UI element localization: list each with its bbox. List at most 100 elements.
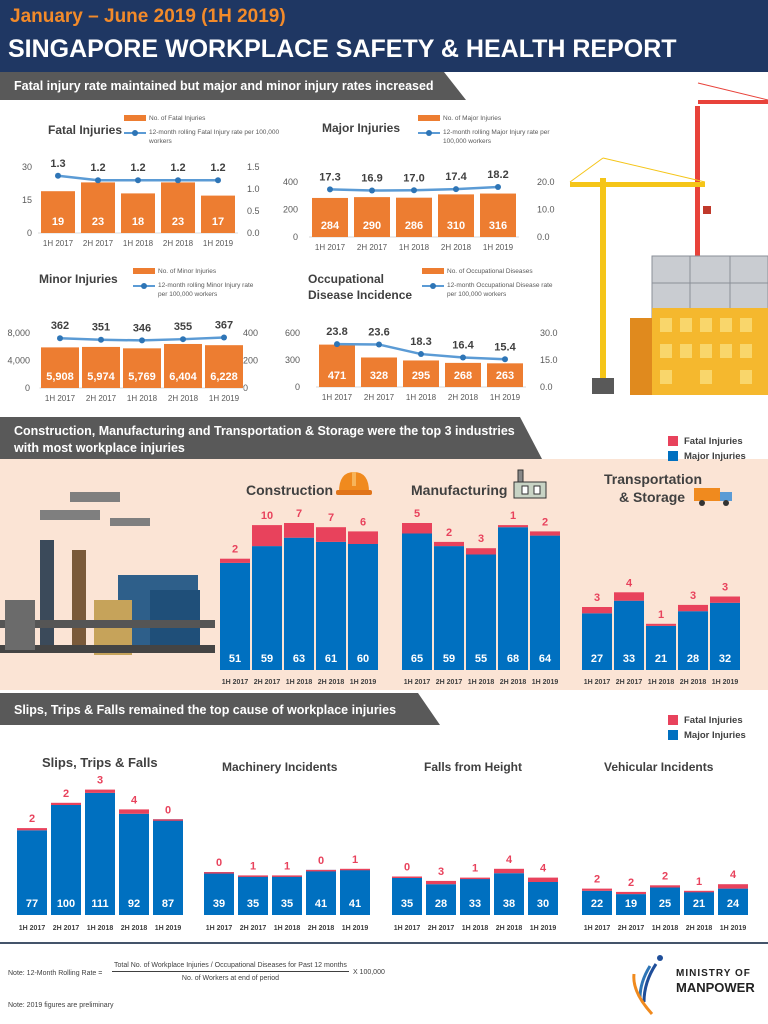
- x-axis-tick-label: 1H 2018: [127, 394, 158, 403]
- x-axis-tick-label: 2H 2017: [364, 393, 395, 402]
- bar-value-label: 17: [212, 216, 224, 228]
- bar-value-label: 5,769: [128, 371, 156, 383]
- x-axis-tick-label: 1H 2019: [342, 925, 369, 932]
- x-axis-tick-label: 2H 2018: [308, 925, 335, 932]
- y-axis-tick-label: 400: [283, 177, 298, 187]
- x-axis-tick-label: 1H 2017: [19, 925, 46, 932]
- rate-point: [502, 356, 508, 363]
- legend-label-major: Major Injuries: [684, 730, 746, 741]
- major-injuries-bar: [460, 878, 490, 915]
- fatal-value-label: 4: [730, 869, 737, 881]
- x-axis-tick-label: 1H 2018: [406, 393, 437, 402]
- major-injuries-bar: [494, 873, 524, 915]
- x-axis-tick-label: 2H 2018: [441, 243, 472, 252]
- bar-value-label: 471: [328, 370, 346, 382]
- bar: [121, 193, 155, 233]
- x-axis-tick-label: 2H 2017: [86, 394, 117, 403]
- rate-point: [95, 177, 101, 184]
- fatal-value-label: 2: [628, 877, 634, 889]
- chart-title-major: Major Injuries: [322, 121, 401, 135]
- major-value-label: 30: [537, 898, 549, 910]
- x-axis-tick-label: 2H 2018: [121, 925, 148, 932]
- rate-note-label: Note: 12-Month Rolling Rate =: [8, 970, 103, 977]
- fatal-injuries-bar: [616, 891, 646, 895]
- rate-value-label: 362: [51, 320, 69, 332]
- rate-value-label: 17.0: [403, 172, 424, 184]
- bar: [201, 195, 235, 233]
- bar-value-label: 290: [363, 220, 381, 232]
- x-axis-tick-label: 1H 2018: [274, 925, 301, 932]
- chart-title-occupational: Occupational Disease Incidence: [308, 272, 413, 303]
- x-axis-tick-label: 1H 2017: [322, 393, 353, 402]
- fatal-value-label: 3: [438, 866, 444, 878]
- bar: [487, 363, 523, 387]
- rate-value-label: 18.2: [487, 169, 508, 181]
- major-injuries-bar: [238, 876, 268, 915]
- major-value-label: 77: [26, 898, 38, 910]
- y-axis-tick-label: 15: [22, 195, 32, 205]
- x-axis-tick-label: 1H 2019: [203, 239, 234, 248]
- y-axis-tick-label: 200: [283, 205, 298, 215]
- rate-point: [57, 335, 63, 342]
- rate-value-label: 346: [133, 322, 151, 334]
- hard-hat-icon: [336, 472, 372, 495]
- chart-title-transport: Transportation & Storage: [604, 471, 703, 506]
- fatal-injuries-bar: [392, 876, 422, 878]
- major-value-label: 35: [247, 898, 259, 910]
- factory-illustration: [0, 492, 215, 655]
- legend-label-major: Major Injuries: [684, 451, 746, 462]
- rate-value-label: 16.4: [452, 339, 474, 351]
- bar-value-label: 5,908: [46, 371, 74, 383]
- major-value-label: 41: [349, 898, 361, 910]
- legend-swatch-major: [668, 451, 678, 462]
- x-axis-tick-label: 1H 2019: [483, 243, 514, 252]
- x-axis-tick-label: 1H 2018: [399, 243, 430, 252]
- fatal-injuries-bar: [119, 809, 149, 814]
- major-value-label: 33: [469, 898, 481, 910]
- rate-point: [221, 334, 227, 341]
- x-axis-tick-label: 1H 2019: [720, 925, 747, 932]
- fatal-value-label: 3: [97, 775, 103, 787]
- legend-minor: No. of Minor Injuries 12-month rolling Mi…: [133, 268, 263, 299]
- legend-label-fatal: Fatal Injuries: [684, 715, 743, 726]
- x-axis-tick-label: 1H 2018: [462, 925, 489, 932]
- bar: [123, 348, 161, 388]
- bar: [361, 357, 397, 387]
- x-axis-tick-label: 2H 2017: [618, 925, 645, 932]
- y2-axis-tick-label: 30.0: [540, 328, 558, 338]
- section-banner-injury-rates: Fatal injury rate maintained but major a…: [0, 72, 466, 100]
- bar-value-label: 286: [405, 220, 423, 232]
- fatal-injuries-bar: [426, 880, 456, 885]
- rate-point: [411, 187, 417, 194]
- fatal-injuries-bar: [51, 802, 81, 805]
- fatal-injuries-bar: [582, 888, 612, 891]
- x-axis-tick-label: 2H 2017: [83, 239, 114, 248]
- chart-title-machinery: Machinery Incidents: [222, 760, 338, 774]
- y-axis-tick-label: 0: [295, 382, 300, 392]
- x-axis-tick-label: 2H 2017: [53, 925, 80, 932]
- legend-line-label: 12-month Occupational Disease rate per 1…: [447, 282, 553, 298]
- rate-point: [98, 336, 104, 343]
- bar-value-label: 5,974: [87, 371, 115, 383]
- chart-title-fatal: Fatal Injuries: [48, 123, 123, 137]
- y-axis-tick-label: 0: [293, 232, 298, 242]
- fatal-value-label: 0: [216, 857, 222, 869]
- legend-fatal-injuries: Fatal Injuries: [668, 436, 743, 447]
- legend-swatch-major: [668, 730, 678, 741]
- fatal-injuries-bar: [272, 875, 302, 877]
- major-value-label: 35: [281, 898, 293, 910]
- major-injuries-bar: [204, 872, 234, 915]
- fatal-injuries-bar: [238, 875, 268, 877]
- bar-value-label: 268: [454, 370, 472, 382]
- x-axis-tick-label: 1H 2017: [43, 239, 74, 248]
- bar: [354, 197, 390, 237]
- x-axis-tick-label: 2H 2017: [357, 243, 388, 252]
- chart-title-slips: Slips, Trips & Falls: [42, 755, 158, 770]
- rate-value-label: 1.2: [170, 162, 185, 174]
- rate-point: [495, 183, 501, 190]
- y2-axis-tick-label: 0.0: [540, 382, 553, 392]
- chart-title-vehicular: Vehicular Incidents: [604, 760, 714, 774]
- major-injuries-bar: [340, 869, 370, 915]
- bar-value-label: 284: [321, 220, 340, 232]
- major-injuries-bar: [51, 805, 81, 915]
